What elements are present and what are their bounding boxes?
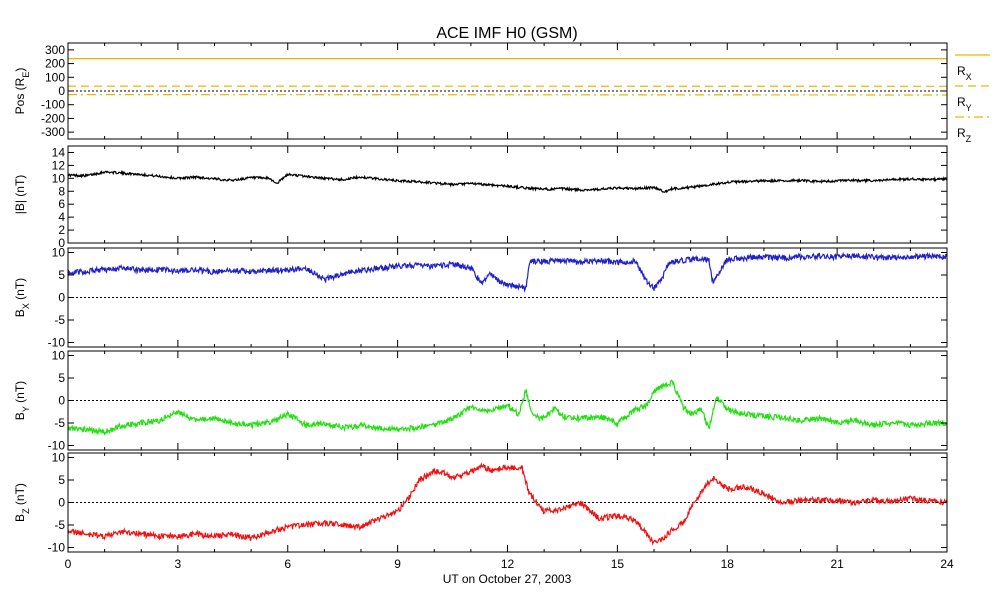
- y-tick-label: 0: [58, 394, 65, 408]
- y-tick-label: 14: [52, 145, 66, 159]
- y-tick-label: 5: [58, 473, 65, 487]
- y-tick-label: -100: [41, 98, 65, 112]
- y-tick-label: -5: [54, 518, 65, 532]
- y-tick-label: 5: [58, 268, 65, 282]
- y-tick-label: 300: [45, 43, 65, 57]
- x-tick-label: 21: [830, 557, 844, 571]
- panel-frame: [67, 145, 948, 244]
- y-tick-label: -10: [48, 336, 66, 350]
- y-tick-label: 100: [45, 70, 65, 84]
- y-tick-label: 0: [58, 84, 65, 98]
- x-tick-label: 9: [394, 557, 401, 571]
- x-tick-label: 18: [721, 557, 735, 571]
- y-tick-label: 10: [52, 451, 66, 465]
- x-tick-label: 24: [940, 557, 954, 571]
- panel-frame: [67, 42, 948, 140]
- series-line-bz: [68, 461, 947, 546]
- legend-label-rz: RZ: [957, 126, 972, 144]
- legend-label-rx: RX: [957, 64, 972, 82]
- x-tick-label: 6: [284, 557, 291, 571]
- y-tick-label: -10: [48, 541, 66, 555]
- y-tick-label: 8: [58, 184, 65, 198]
- panel-bx: -10 -5 0 5 10 BX (nT): [13, 246, 948, 350]
- panel-by: -10 -5 0 5 10 BY (nT): [13, 349, 948, 453]
- y-tick-label: 2: [58, 223, 65, 237]
- y-axis-label: Pos (RE): [13, 68, 31, 115]
- y-tick-label: 10: [52, 349, 66, 363]
- y-tick-label: -5: [54, 416, 65, 430]
- y-tick-label: 10: [52, 246, 66, 260]
- x-tick-label: 12: [501, 557, 515, 571]
- y-tick-label: -200: [41, 111, 65, 125]
- y-tick-label: 4: [58, 210, 65, 224]
- y-tick-label: 200: [45, 57, 65, 71]
- y-tick-label: -10: [48, 439, 66, 453]
- panel-frame: [67, 247, 948, 348]
- y-tick-label: -300: [41, 125, 65, 139]
- panel-bz: -10 -5 0 5 10 BZ (nT): [13, 451, 948, 555]
- y-axis-label: |B| (nT): [13, 175, 27, 215]
- x-tick-label: 15: [611, 557, 625, 571]
- y-tick-label: 5: [58, 371, 65, 385]
- legend-label-ry: RY: [957, 95, 972, 113]
- series-line-by: [68, 379, 947, 436]
- x-tick-label: 0: [65, 557, 72, 571]
- series-line-bx: [68, 251, 947, 293]
- y-axis-label: BY (nT): [13, 381, 31, 420]
- y-tick-label: 0: [58, 496, 65, 510]
- legend: RX RY RZ: [955, 54, 990, 144]
- x-tick-labels: 0 3 6 9 12 15 18 21 24: [65, 557, 954, 571]
- y-tick-label: 10: [52, 171, 66, 185]
- chart-title: ACE IMF H0 (GSM): [436, 25, 577, 42]
- y-tick-label: 12: [52, 158, 66, 172]
- series-line-b: [68, 170, 947, 194]
- x-axis-label: UT on October 27, 2003: [443, 572, 572, 586]
- y-tick-label: -5: [54, 313, 65, 327]
- y-axis-label: BX (nT): [13, 278, 31, 317]
- panel-frame: [67, 350, 948, 451]
- x-tick-label: 3: [175, 557, 182, 571]
- y-axis-label: BZ (nT): [13, 483, 31, 522]
- y-tick-label: 0: [58, 291, 65, 305]
- y-tick-label: 6: [58, 197, 65, 211]
- y-tick-label: 0: [58, 236, 65, 250]
